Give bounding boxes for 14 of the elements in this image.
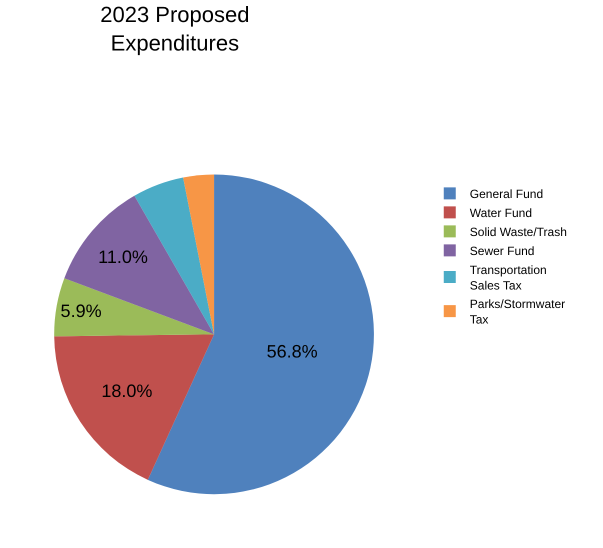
legend-label: Sewer Fund xyxy=(470,244,534,258)
legend-label: Transportation Sales Tax xyxy=(470,262,547,292)
legend-label: Solid Waste/Trash xyxy=(470,225,567,240)
legend-label: General Fund xyxy=(470,187,544,202)
pie-slice xyxy=(54,334,214,480)
data-label: 5.9% xyxy=(60,301,102,322)
chart-title: 2023 Proposed Expenditures xyxy=(100,2,250,56)
legend-label: Parks/Stormwater Tax xyxy=(470,297,566,327)
legend-label: Water Fund xyxy=(470,206,532,220)
pie-slice xyxy=(183,174,214,334)
data-label: 11.0% xyxy=(98,247,148,268)
data-label: 18.0% xyxy=(101,381,152,402)
pie-slice xyxy=(54,278,214,336)
data-label: 56.8% xyxy=(266,341,318,362)
